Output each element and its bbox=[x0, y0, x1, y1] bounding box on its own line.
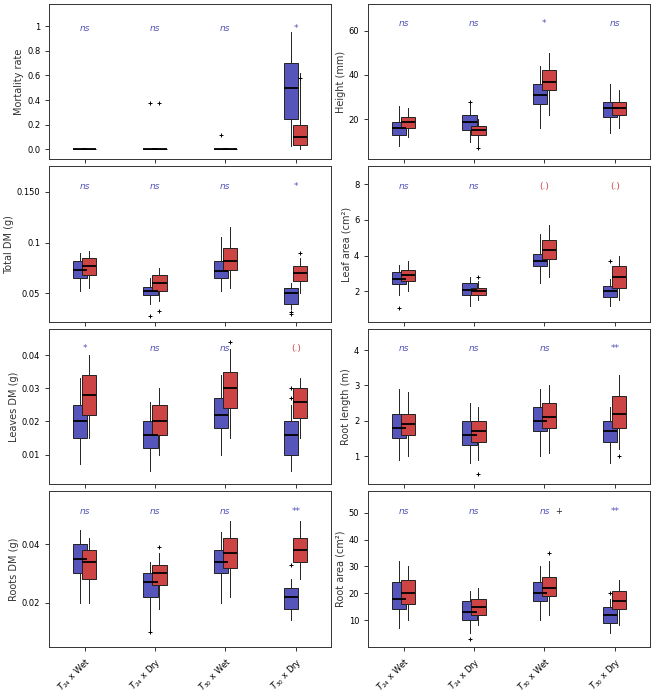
Bar bbox=[612, 267, 627, 288]
Text: ns: ns bbox=[150, 24, 160, 33]
Bar bbox=[214, 550, 228, 574]
Text: **: ** bbox=[291, 507, 300, 516]
Text: ns: ns bbox=[398, 182, 409, 191]
Text: (.): (.) bbox=[610, 182, 620, 191]
Bar bbox=[542, 403, 556, 428]
Y-axis label: Roots DM (g): Roots DM (g) bbox=[9, 537, 19, 601]
Bar bbox=[401, 270, 415, 281]
Bar bbox=[152, 275, 167, 291]
Y-axis label: Leaf area (cm²): Leaf area (cm²) bbox=[341, 207, 351, 282]
Text: ns: ns bbox=[220, 24, 231, 33]
Text: +: + bbox=[555, 507, 562, 516]
Y-axis label: Mortality rate: Mortality rate bbox=[14, 48, 24, 114]
Bar bbox=[293, 266, 307, 281]
Text: ns: ns bbox=[539, 507, 550, 516]
Bar bbox=[462, 601, 477, 620]
Bar bbox=[284, 588, 298, 609]
Bar bbox=[73, 405, 87, 438]
Text: ns: ns bbox=[150, 182, 160, 191]
Y-axis label: Leaves DM (g): Leaves DM (g) bbox=[9, 371, 19, 442]
Bar bbox=[223, 248, 237, 270]
Bar bbox=[462, 115, 477, 131]
Bar bbox=[542, 239, 556, 259]
Text: **: ** bbox=[610, 507, 619, 516]
Bar bbox=[152, 405, 167, 435]
Text: ns: ns bbox=[469, 507, 479, 516]
Bar bbox=[293, 388, 307, 418]
Bar bbox=[284, 63, 298, 119]
Bar bbox=[401, 414, 415, 435]
Bar bbox=[143, 288, 158, 295]
Text: ns: ns bbox=[610, 20, 620, 29]
Bar bbox=[604, 102, 617, 117]
Bar bbox=[533, 583, 547, 601]
Text: ns: ns bbox=[79, 182, 90, 191]
Text: ns: ns bbox=[469, 344, 479, 353]
Text: ns: ns bbox=[398, 20, 409, 29]
Bar bbox=[223, 372, 237, 408]
Text: ns: ns bbox=[539, 344, 550, 353]
Text: ns: ns bbox=[220, 344, 231, 353]
Bar bbox=[472, 599, 485, 615]
Bar bbox=[533, 407, 547, 431]
Bar bbox=[604, 286, 617, 297]
Bar bbox=[293, 538, 307, 562]
Bar bbox=[73, 544, 87, 574]
Bar bbox=[612, 102, 627, 115]
Bar bbox=[542, 577, 556, 596]
Text: ns: ns bbox=[79, 24, 90, 33]
Bar bbox=[533, 254, 547, 267]
Bar bbox=[392, 272, 406, 284]
Bar bbox=[82, 550, 96, 579]
Bar bbox=[472, 126, 485, 135]
Text: ns: ns bbox=[469, 20, 479, 29]
Bar bbox=[284, 288, 298, 304]
Bar bbox=[612, 591, 627, 609]
Text: *: * bbox=[82, 344, 87, 353]
Text: ns: ns bbox=[79, 507, 90, 516]
Bar bbox=[604, 421, 617, 442]
Bar bbox=[73, 261, 87, 278]
Bar bbox=[462, 421, 477, 445]
Bar bbox=[401, 580, 415, 604]
Text: (.): (.) bbox=[540, 182, 549, 191]
Bar bbox=[392, 414, 406, 438]
Bar bbox=[604, 607, 617, 623]
Text: ns: ns bbox=[220, 182, 231, 191]
Bar bbox=[392, 583, 406, 609]
Text: *: * bbox=[542, 20, 547, 29]
Text: *: * bbox=[294, 182, 298, 191]
Text: ns: ns bbox=[469, 182, 479, 191]
Bar bbox=[284, 422, 298, 454]
Bar bbox=[214, 261, 228, 278]
Bar bbox=[143, 422, 158, 448]
Bar bbox=[542, 70, 556, 91]
Y-axis label: Total DM (g): Total DM (g) bbox=[4, 215, 14, 274]
Bar bbox=[293, 125, 307, 144]
Bar bbox=[533, 84, 547, 104]
Text: ns: ns bbox=[150, 507, 160, 516]
Bar bbox=[462, 283, 477, 295]
Text: (.): (.) bbox=[291, 344, 301, 353]
Bar bbox=[223, 538, 237, 567]
Bar bbox=[143, 574, 158, 597]
Bar bbox=[82, 376, 96, 415]
Bar bbox=[612, 396, 627, 428]
Text: ns: ns bbox=[150, 344, 160, 353]
Bar bbox=[392, 121, 406, 135]
Text: *: * bbox=[294, 24, 298, 33]
Bar bbox=[214, 399, 228, 428]
Y-axis label: Root length (m): Root length (m) bbox=[341, 369, 351, 445]
Bar bbox=[152, 565, 167, 585]
Text: **: ** bbox=[610, 344, 619, 353]
Text: ns: ns bbox=[220, 507, 231, 516]
Bar bbox=[472, 288, 485, 295]
Y-axis label: Root area (cm²): Root area (cm²) bbox=[336, 531, 346, 607]
Y-axis label: Height (mm): Height (mm) bbox=[336, 50, 346, 112]
Text: ns: ns bbox=[398, 507, 409, 516]
Text: ns: ns bbox=[398, 344, 409, 353]
Bar bbox=[401, 117, 415, 128]
Bar bbox=[472, 421, 485, 442]
Bar bbox=[82, 258, 96, 275]
